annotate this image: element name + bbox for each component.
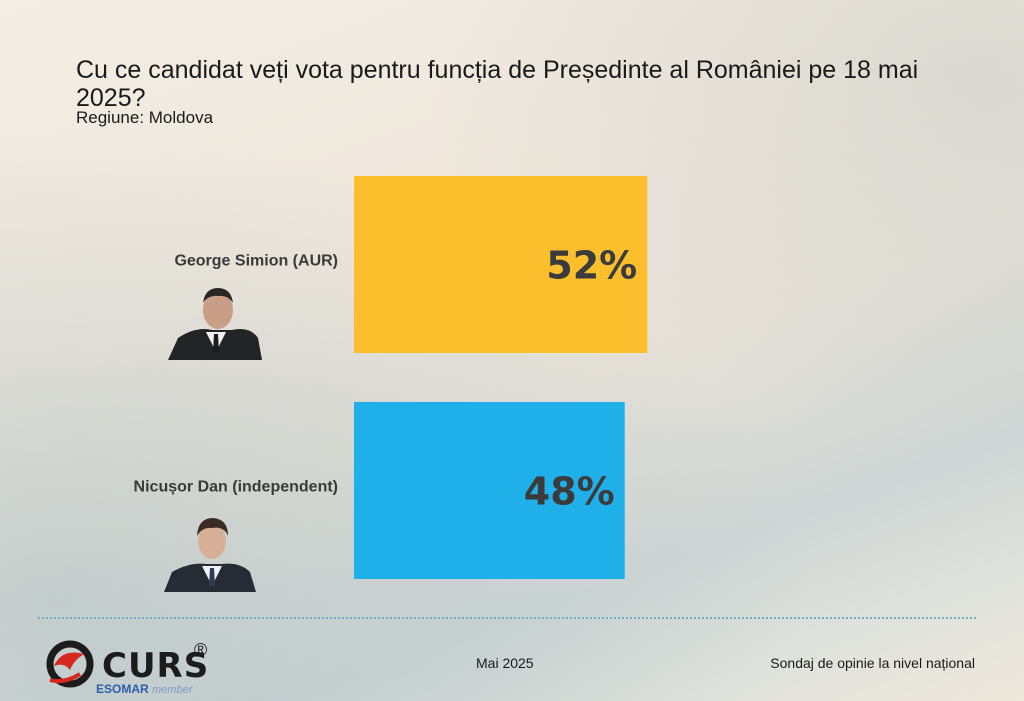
- footer-date: Mai 2025: [476, 655, 534, 671]
- curs-logo-icon: [46, 640, 94, 688]
- curs-logo-text: CURS: [102, 646, 210, 686]
- esomar-member: member: [152, 684, 193, 696]
- category-label-1: Nicușor Dan (independent): [134, 479, 338, 496]
- registered-mark: ®: [194, 640, 208, 660]
- bars-group: 52% George Simion (AUR) 48% Nicușor Dan (in…: [134, 176, 648, 579]
- candidate-photo-simion: [168, 288, 262, 360]
- footer-divider: [38, 617, 976, 619]
- esomar-label: ESOMAR member: [96, 682, 193, 696]
- bar-0: [354, 176, 648, 353]
- curs-logo: CURS ® ESOMAR member: [44, 640, 224, 698]
- bar-value-label-1: 48%: [524, 470, 615, 514]
- bar-value-label-0: 52%: [546, 244, 637, 288]
- chart-title: Cu ce candidat veți vota pentru funcția …: [76, 56, 919, 112]
- footer-note: Sondaj de opinie la nivel național: [770, 655, 975, 671]
- category-label-0: George Simion (AUR): [174, 253, 338, 270]
- chart-subtitle: Regiune: Moldova: [76, 108, 214, 127]
- candidate-photo-dan: [164, 518, 256, 592]
- bar-1: [354, 402, 625, 579]
